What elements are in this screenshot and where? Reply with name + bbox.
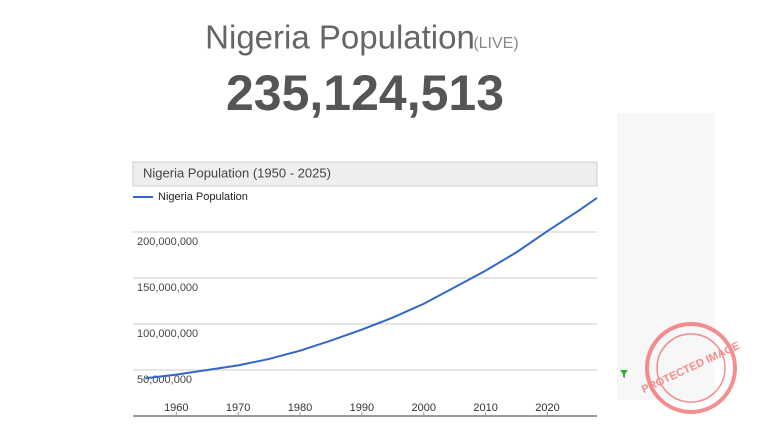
data-line (145, 197, 598, 380)
y-tick-label: 100,000,000 (137, 328, 198, 340)
x-tick-label: 1990 (350, 402, 374, 414)
stamp-ring (656, 333, 726, 403)
x-tick-label: 2020 (535, 402, 559, 414)
side-panel (617, 113, 715, 400)
population-count: 235,124,513 (226, 65, 504, 121)
chart-title: Nigeria Population (1950 - 2025) (143, 165, 331, 180)
chart-header (132, 161, 598, 187)
live-tag: (LIVE) (473, 35, 518, 52)
x-tick-label: 1960 (164, 402, 188, 414)
x-tick-label: 2010 (473, 402, 497, 414)
x-tick-label: 1980 (288, 402, 312, 414)
y-tick-label: 200,000,000 (137, 236, 198, 248)
stamp-ring (645, 322, 737, 414)
x-tick-label: 1970 (226, 402, 250, 414)
y-tick-label: 150,000,000 (137, 282, 198, 294)
icon (620, 370, 628, 378)
x-tick-label: 2000 (412, 402, 436, 414)
page-title: Nigeria Population (205, 19, 475, 56)
legend-label: Nigeria Population (158, 191, 248, 203)
